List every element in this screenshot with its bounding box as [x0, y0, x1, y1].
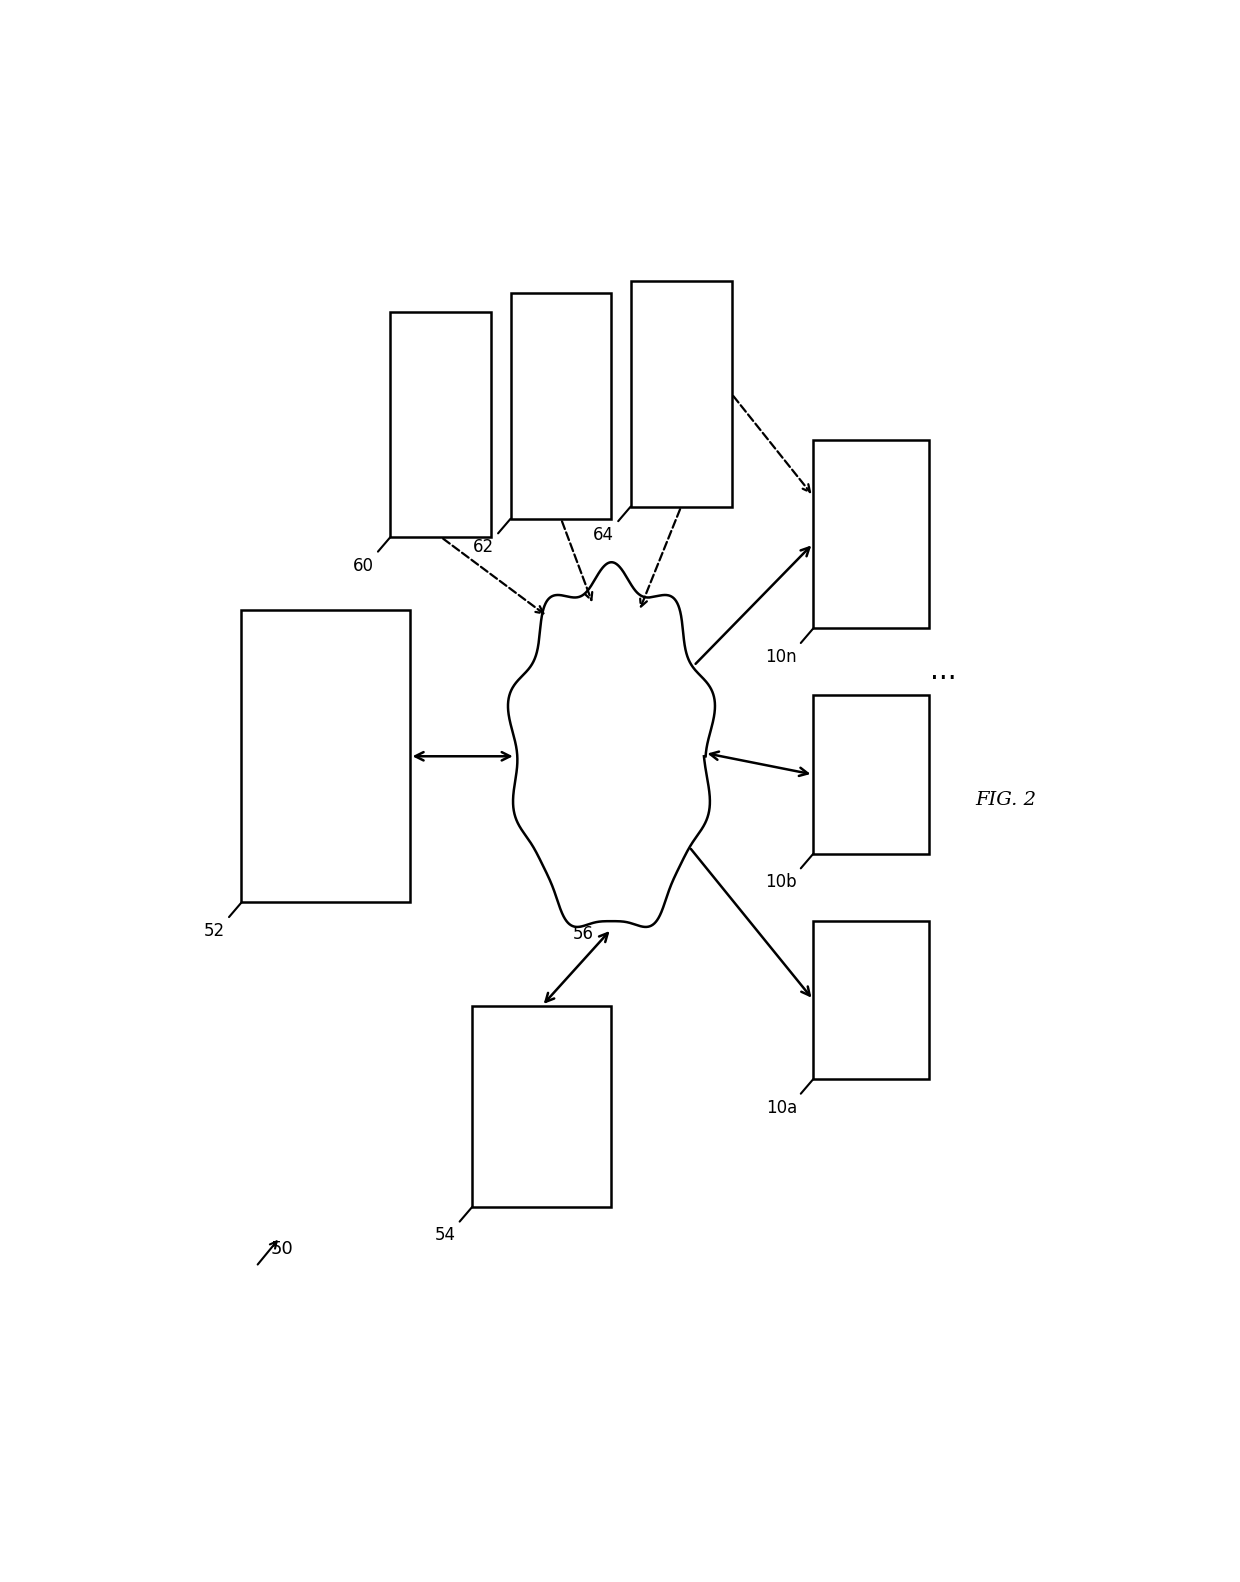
Text: 10n: 10n: [765, 649, 797, 666]
Text: 54: 54: [435, 1226, 456, 1245]
Bar: [472, 1006, 611, 1207]
Text: 64: 64: [594, 527, 614, 544]
Bar: [511, 293, 611, 519]
Text: ...: ...: [930, 657, 956, 685]
Text: 10a: 10a: [765, 1098, 797, 1117]
Text: 56: 56: [573, 925, 594, 943]
Text: 60: 60: [353, 557, 374, 574]
Polygon shape: [508, 562, 715, 927]
Text: 62: 62: [474, 538, 495, 557]
Bar: [813, 921, 929, 1079]
Bar: [813, 696, 929, 854]
Bar: [242, 611, 409, 902]
Text: FIG. 2: FIG. 2: [975, 791, 1035, 808]
Text: 52: 52: [205, 922, 226, 940]
Bar: [813, 440, 929, 628]
Bar: [631, 282, 732, 506]
Bar: [391, 312, 491, 536]
Text: 50: 50: [270, 1240, 293, 1258]
Text: 10b: 10b: [765, 873, 797, 891]
